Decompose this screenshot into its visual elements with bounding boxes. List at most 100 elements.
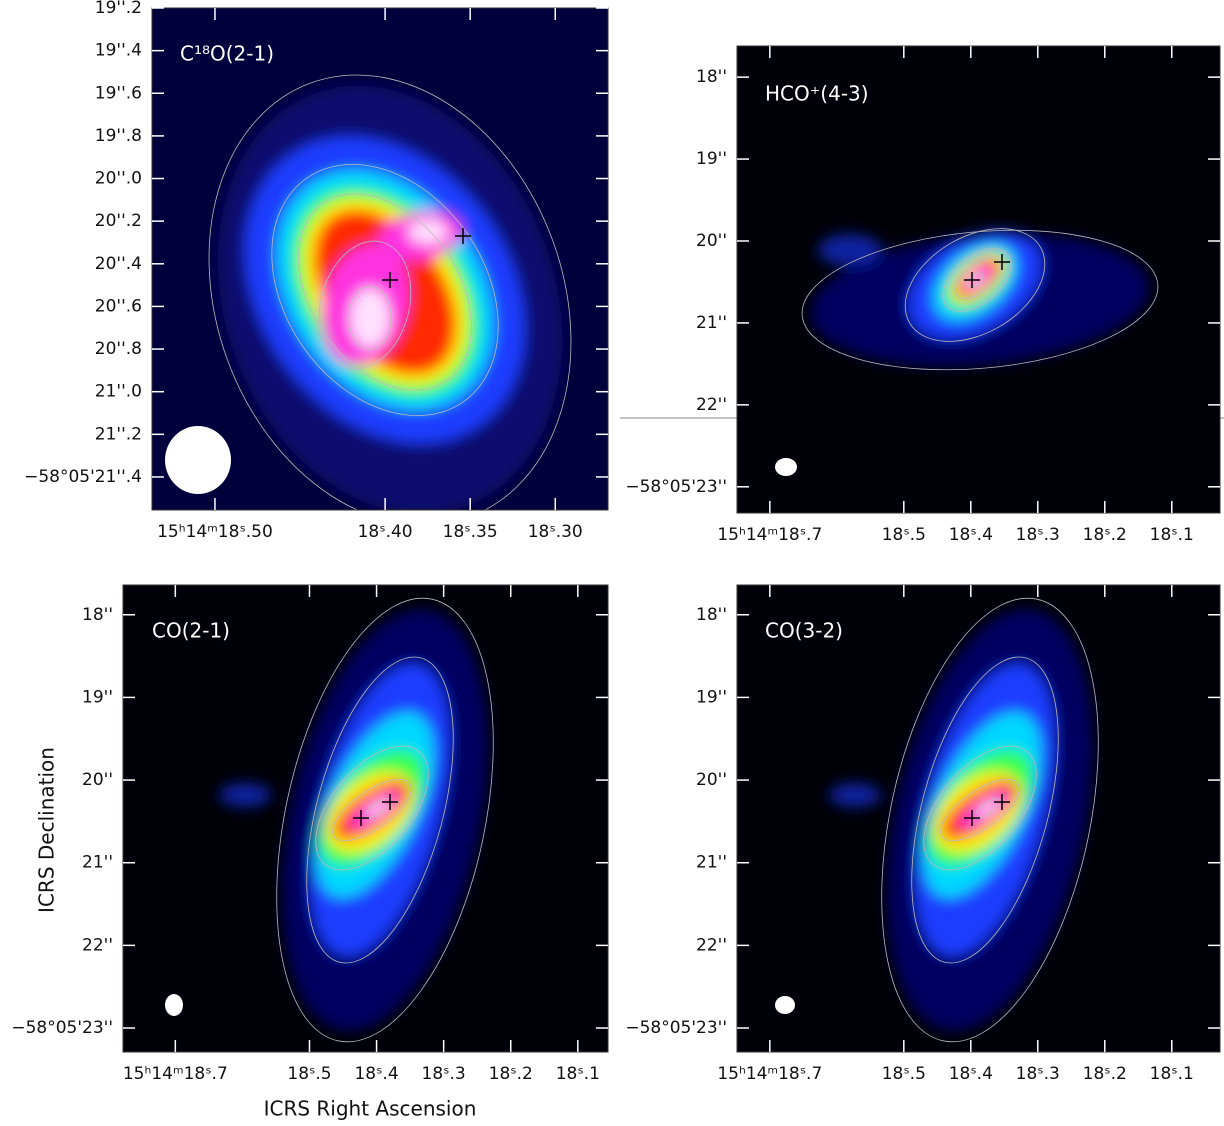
x-tick-label: 18ˢ.1 — [1150, 525, 1194, 545]
x-tick-label: 18ˢ.1 — [1150, 1064, 1194, 1084]
emission-level — [818, 234, 882, 266]
contour — [318, 240, 412, 370]
x-tick-label: 15ʰ14ᵐ18ˢ.7 — [717, 525, 822, 545]
contour — [942, 248, 1012, 312]
x-tick-label: 18ˢ.5 — [882, 525, 926, 545]
frame — [151, 7, 609, 511]
y-tick-label: 18'' — [82, 605, 113, 625]
panel-title: HCO⁺(4-3) — [765, 82, 869, 106]
y-tick-label: 21'' — [696, 853, 727, 873]
contour — [881, 597, 1099, 1043]
emission-level — [366, 798, 390, 818]
y-tick-label: 22'' — [82, 935, 113, 955]
beam — [165, 426, 231, 494]
contour — [298, 193, 472, 391]
emission-level — [829, 783, 881, 807]
contour — [208, 74, 572, 510]
emission — [217, 85, 563, 510]
y-tick-label: 19''.6 — [95, 83, 142, 103]
y-tick-label: 21'' — [82, 853, 113, 873]
emission — [219, 608, 489, 1032]
x-tick-label: 18ˢ.30 — [528, 522, 583, 542]
y-axis-label: ICRS Declination — [35, 747, 59, 913]
contour — [332, 778, 412, 842]
y-tick-label: 21''.2 — [95, 424, 142, 444]
contour — [306, 656, 454, 964]
emission-level — [408, 220, 448, 244]
y-tick-label: 19'' — [82, 687, 113, 707]
y-tick-label: 21'' — [696, 313, 727, 333]
emission-level — [350, 288, 390, 348]
emission-level — [976, 798, 1000, 818]
y-tick-label: 20'' — [696, 231, 727, 251]
y-tick-label: 20''.2 — [95, 211, 142, 231]
emission-map — [165, 74, 572, 510]
x-tick-label: 18ˢ.2 — [489, 1064, 533, 1084]
x-tick-label: 18ˢ.1 — [556, 1064, 600, 1084]
frame — [736, 584, 1221, 1053]
y-tick-label: 20'' — [82, 770, 113, 790]
emission-level — [219, 783, 271, 807]
x-tick-label: 18ˢ.4 — [949, 1064, 993, 1084]
y-tick-label: 20''.4 — [95, 254, 142, 274]
emission-map — [775, 597, 1099, 1043]
frame — [122, 584, 609, 1053]
y-tick-label: 22'' — [696, 935, 727, 955]
beam — [775, 458, 797, 476]
emission — [829, 608, 1094, 1032]
y-tick-label: 20''.8 — [95, 339, 142, 359]
y-tick-label: 19''.8 — [95, 126, 142, 146]
x-tick-label: 18ˢ.4 — [354, 1064, 398, 1084]
contour — [940, 778, 1020, 842]
y-tick-label: 20''.0 — [95, 169, 142, 189]
contour — [904, 228, 1046, 342]
x-tick-label: 18ˢ.4 — [949, 525, 993, 545]
x-tick-label: 18ˢ.2 — [1083, 1064, 1127, 1084]
x-tick-label: 15ʰ14ᵐ18ˢ.7 — [123, 1064, 228, 1084]
y-tick-label: 19'' — [696, 149, 727, 169]
y-tick-label: 19'' — [696, 687, 727, 707]
y-tick-label: 19''.4 — [95, 41, 142, 61]
y-tick-label: 21''.0 — [95, 382, 142, 402]
panel-title: C¹⁸O(2-1) — [180, 42, 274, 66]
beam — [165, 994, 183, 1016]
y-tick-label: 20'' — [696, 770, 727, 790]
y-tick-label: −58°05'23'' — [11, 1018, 113, 1038]
x-tick-label: 18ˢ.35 — [443, 522, 498, 542]
emission-map — [775, 228, 1159, 476]
contour — [911, 656, 1059, 964]
y-tick-label: −58°05'23'' — [625, 1018, 727, 1038]
x-tick-label: 15ʰ14ᵐ18ˢ.7 — [717, 1064, 822, 1084]
x-tick-label: 18ˢ.3 — [1016, 525, 1060, 545]
y-tick-label: 19''.2 — [95, 0, 142, 18]
emission — [810, 231, 1150, 367]
contour — [348, 286, 392, 350]
panel-title: CO(2-1) — [152, 619, 230, 643]
contour — [276, 597, 494, 1043]
x-tick-label: 18ˢ.5 — [287, 1064, 331, 1084]
x-tick-label: 18ˢ.3 — [1016, 1064, 1060, 1084]
contour — [271, 163, 499, 417]
contour — [315, 745, 429, 871]
contour — [923, 745, 1037, 871]
y-tick-label: 20''.6 — [95, 296, 142, 316]
y-tick-label: 18'' — [696, 67, 727, 87]
x-tick-label: 18ˢ.2 — [1083, 525, 1127, 545]
x-tick-label: 18ˢ.5 — [882, 1064, 926, 1084]
x-tick-label: 18ˢ.40 — [358, 522, 413, 542]
beam — [775, 996, 795, 1014]
y-tick-label: 22'' — [696, 395, 727, 415]
emission-map — [165, 597, 494, 1043]
y-tick-label: −58°05'23'' — [625, 477, 727, 497]
contour — [801, 229, 1159, 371]
y-tick-label: 18'' — [696, 605, 727, 625]
frame — [736, 45, 1221, 514]
panel-title: CO(3-2) — [765, 619, 843, 643]
contour — [954, 257, 1002, 299]
x-tick-label: 18ˢ.3 — [422, 1064, 466, 1084]
contour — [975, 798, 1001, 818]
x-axis-label: ICRS Right Ascension — [264, 1097, 477, 1121]
x-tick-label: 15ʰ14ᵐ18ˢ.50 — [157, 522, 273, 542]
y-tick-label: −58°05'21''.4 — [24, 467, 142, 487]
